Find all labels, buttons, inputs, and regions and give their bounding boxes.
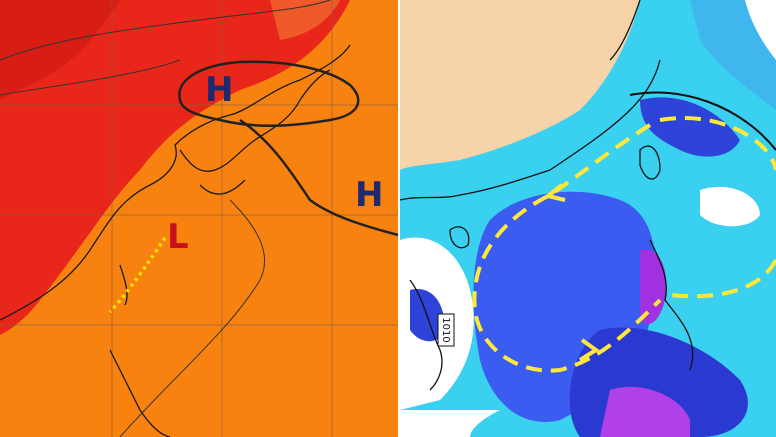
isobar <box>239 118 399 237</box>
coastlines <box>0 44 351 437</box>
isobar-label-box <box>437 313 455 347</box>
trough-line <box>108 237 167 314</box>
contours <box>0 0 331 437</box>
circulation <box>472 123 662 373</box>
rain-extreme <box>600 386 690 437</box>
rain-extreme <box>640 249 667 324</box>
rain-patch <box>690 0 776 110</box>
arrow <box>543 183 566 202</box>
grid <box>0 0 398 437</box>
isobar-label: 1010 <box>440 317 451 342</box>
land <box>400 0 640 170</box>
low-label: L <box>167 217 189 257</box>
right-map: 1010 <box>399 0 776 437</box>
divider <box>398 0 400 437</box>
hot-region <box>0 0 350 335</box>
no-rain <box>745 0 776 60</box>
high-label: H <box>355 175 383 215</box>
hot-core <box>0 0 120 100</box>
no-rain <box>400 410 500 437</box>
coastlines <box>399 0 694 391</box>
high-isobar <box>178 60 360 127</box>
arrow <box>578 338 600 362</box>
left-map: H H L <box>0 0 399 437</box>
circulation <box>659 116 776 299</box>
warm-patch <box>270 0 340 40</box>
high-label: H <box>205 70 233 110</box>
no-rain <box>700 186 760 227</box>
rain-moderate <box>640 97 740 157</box>
isobar <box>629 91 776 151</box>
